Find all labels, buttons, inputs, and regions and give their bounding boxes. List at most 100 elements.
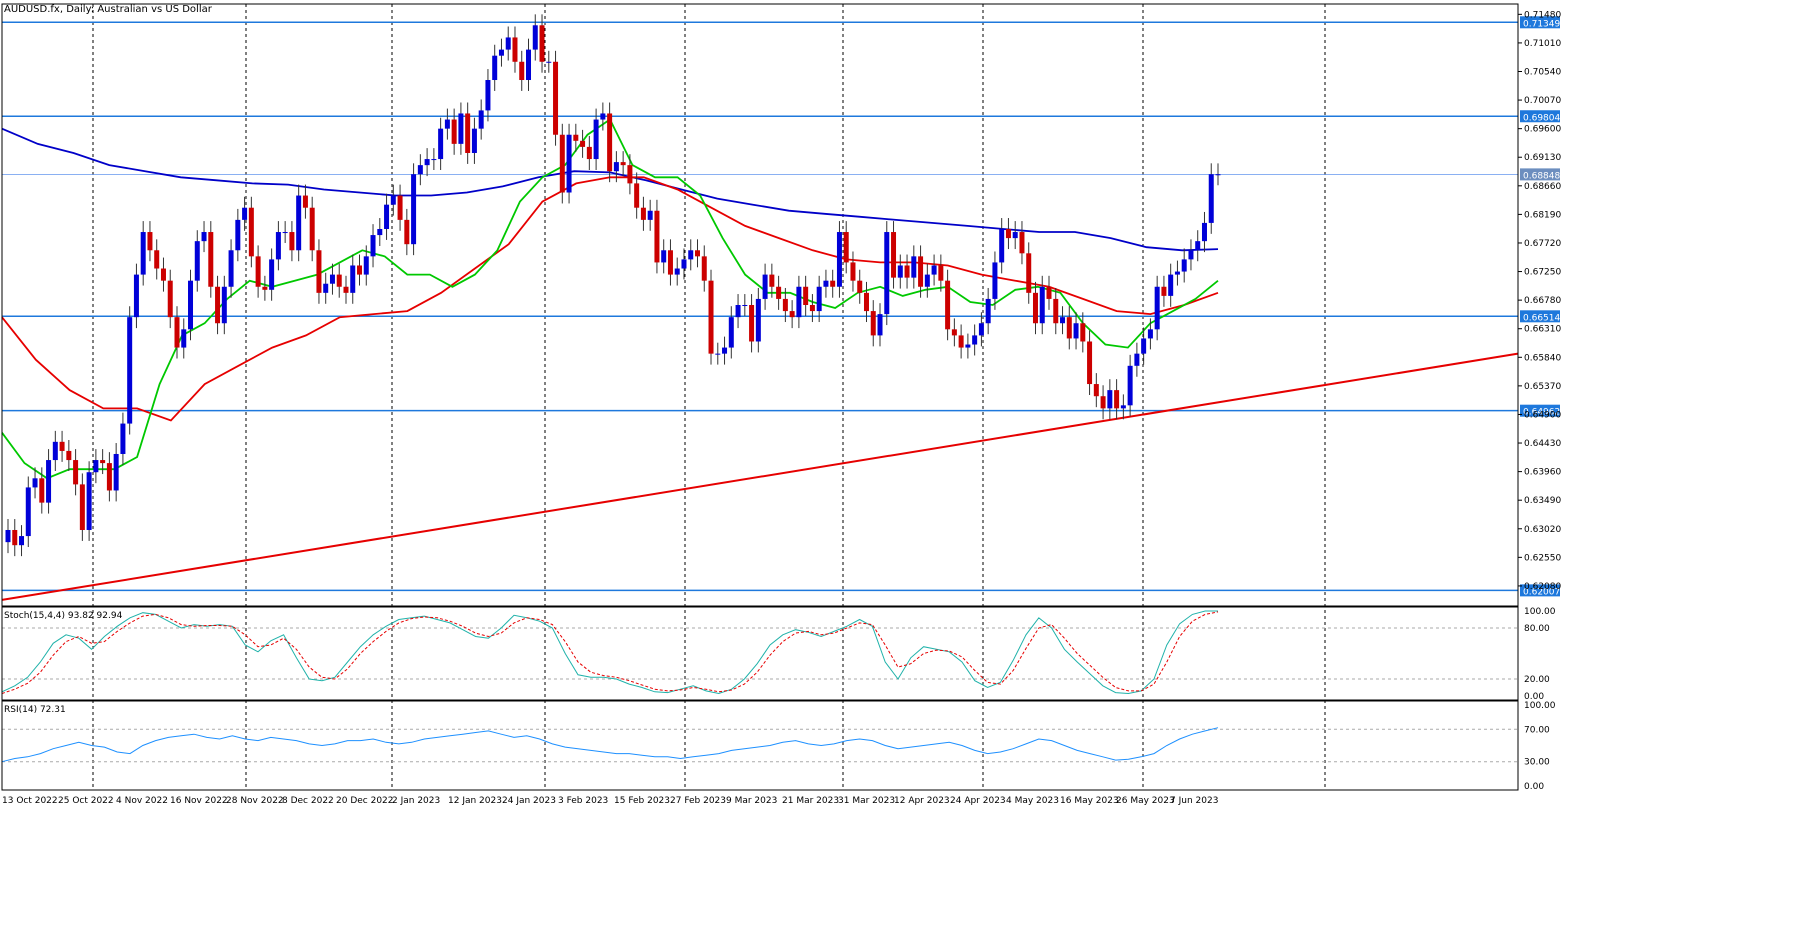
candle[interactable]: [843, 221, 849, 274]
candle[interactable]: [431, 148, 437, 171]
candle[interactable]: [363, 245, 369, 286]
candle[interactable]: [749, 294, 755, 353]
candle[interactable]: [417, 154, 423, 186]
candle[interactable]: [1012, 221, 1018, 250]
candle[interactable]: [1215, 163, 1221, 186]
candle[interactable]: [296, 184, 302, 262]
candle[interactable]: [208, 221, 214, 298]
candle[interactable]: [438, 117, 444, 171]
candle[interactable]: [505, 26, 511, 61]
candle[interactable]: [762, 263, 768, 310]
candle[interactable]: [167, 269, 173, 329]
candle[interactable]: [965, 333, 971, 359]
candle[interactable]: [1141, 327, 1147, 365]
candle[interactable]: [850, 251, 856, 292]
candle[interactable]: [485, 69, 491, 122]
candle[interactable]: [66, 439, 72, 472]
candle[interactable]: [458, 102, 464, 155]
candle[interactable]: [539, 14, 545, 73]
candle[interactable]: [553, 50, 559, 146]
candle[interactable]: [357, 254, 363, 286]
candle[interactable]: [1168, 263, 1174, 307]
candle[interactable]: [1005, 218, 1011, 250]
rsi-pane[interactable]: RSI(14) 72.31: [1, 705, 1518, 763]
candle[interactable]: [93, 449, 99, 484]
candle[interactable]: [620, 151, 626, 177]
candle[interactable]: [654, 199, 660, 274]
candle[interactable]: [573, 123, 579, 152]
candle[interactable]: [282, 221, 288, 243]
candle[interactable]: [911, 245, 917, 289]
candle[interactable]: [255, 245, 261, 298]
candle[interactable]: [160, 257, 166, 292]
candle[interactable]: [958, 324, 964, 359]
candle[interactable]: [546, 50, 552, 73]
candle[interactable]: [924, 263, 930, 298]
candle[interactable]: [809, 294, 815, 323]
candle[interactable]: [667, 239, 673, 286]
candle[interactable]: [1161, 275, 1167, 307]
candle[interactable]: [674, 257, 680, 286]
candle[interactable]: [262, 275, 268, 301]
candle[interactable]: [776, 275, 782, 310]
candle[interactable]: [444, 108, 450, 140]
candle[interactable]: [147, 221, 153, 262]
candle[interactable]: [120, 412, 126, 465]
candle[interactable]: [343, 275, 349, 304]
candle[interactable]: [728, 306, 734, 359]
candle[interactable]: [248, 196, 254, 268]
candle[interactable]: [830, 269, 836, 298]
candle[interactable]: [715, 342, 721, 365]
candle[interactable]: [465, 102, 471, 164]
candle[interactable]: [1100, 385, 1106, 420]
candle[interactable]: [972, 324, 978, 356]
candle[interactable]: [329, 263, 335, 295]
candle[interactable]: [73, 449, 79, 496]
candle[interactable]: [559, 123, 565, 204]
candle[interactable]: [877, 303, 883, 347]
candle[interactable]: [519, 50, 525, 91]
candle[interactable]: [228, 239, 234, 298]
candle[interactable]: [377, 218, 383, 247]
candle[interactable]: [836, 221, 842, 298]
candle[interactable]: [39, 467, 45, 514]
candle[interactable]: [816, 275, 822, 323]
candle[interactable]: [336, 263, 342, 298]
candle[interactable]: [1147, 318, 1153, 350]
candle[interactable]: [424, 148, 430, 177]
candle[interactable]: [1120, 394, 1126, 420]
candle[interactable]: [742, 294, 748, 316]
candle[interactable]: [302, 184, 308, 219]
candle[interactable]: [1181, 248, 1187, 283]
candle[interactable]: [789, 300, 795, 329]
candle[interactable]: [735, 294, 741, 329]
candle[interactable]: [215, 275, 221, 335]
candle[interactable]: [1195, 230, 1201, 262]
candle[interactable]: [891, 221, 897, 289]
candle[interactable]: [526, 38, 532, 91]
candle[interactable]: [370, 224, 376, 268]
candle[interactable]: [1046, 275, 1052, 310]
candle[interactable]: [613, 151, 619, 183]
candle[interactable]: [1066, 306, 1072, 350]
candle[interactable]: [918, 245, 924, 298]
candle[interactable]: [884, 221, 890, 326]
candle[interactable]: [1174, 260, 1180, 286]
candle[interactable]: [113, 443, 119, 502]
candle[interactable]: [1208, 163, 1214, 234]
price-pane[interactable]: [1, 14, 1519, 601]
candle[interactable]: [201, 221, 207, 253]
candle[interactable]: [1019, 221, 1025, 265]
candle[interactable]: [992, 251, 998, 310]
candle[interactable]: [404, 208, 410, 256]
candle[interactable]: [1134, 342, 1140, 377]
candle[interactable]: [647, 199, 653, 231]
candle[interactable]: [586, 135, 592, 171]
candle[interactable]: [566, 123, 572, 204]
candle[interactable]: [607, 102, 613, 183]
candle[interactable]: [221, 275, 227, 335]
candle[interactable]: [945, 269, 951, 341]
candle[interactable]: [350, 254, 356, 304]
candle[interactable]: [593, 108, 599, 171]
